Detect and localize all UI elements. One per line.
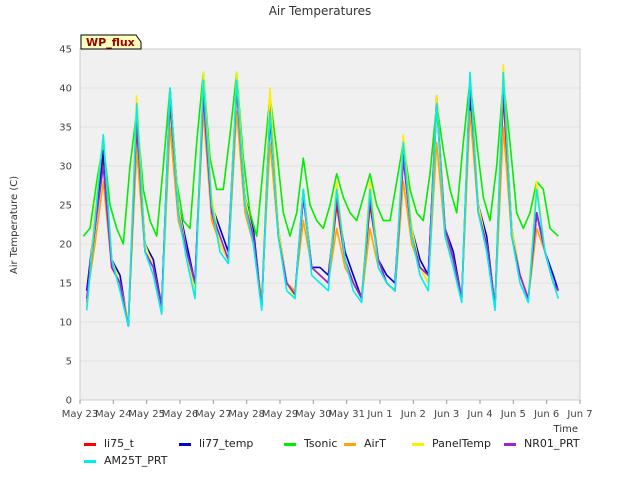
legend-label: li75_t (104, 437, 134, 450)
series-line-tsonic (82, 71, 559, 245)
chart-title: Air Temperatures (269, 4, 372, 18)
y-tick-label: 10 (59, 318, 72, 329)
y-tick-label: 0 (66, 396, 72, 407)
legend-item: li75_t (84, 437, 134, 450)
legend-swatch (84, 442, 96, 446)
y-axis-ticks: 0 5 10 15 20 25 30 35 40 45 (59, 45, 72, 407)
y-tick-label: 45 (59, 45, 72, 56)
legend-label: NR01_PRT (524, 437, 580, 450)
legend-swatch (284, 442, 296, 446)
legend-item: AirT (344, 437, 386, 450)
x-tick-label: May 29 (262, 409, 299, 420)
y-tick-label: 30 (59, 162, 72, 173)
background-band (80, 49, 580, 88)
x-tick-label: May 25 (128, 409, 165, 420)
x-tick-label: Jun 1 (366, 409, 392, 420)
legend-item: AM25T_PRT (84, 454, 167, 467)
legend-label: PanelTemp (432, 437, 491, 450)
y-tick-label: 40 (59, 84, 72, 95)
badge-label: WP_flux (86, 36, 135, 49)
plot-frame (79, 48, 581, 401)
legend-label: Tsonic (304, 437, 338, 450)
wp-flux-badge: WP_flux (80, 34, 142, 50)
y-axis-label: Air Temperature (C) (9, 176, 20, 274)
legend-item: Tsonic (284, 437, 337, 450)
x-tick-label: May 31 (328, 409, 365, 420)
legend-label: li77_temp (199, 437, 254, 450)
series-line-am25t-prt (85, 71, 560, 327)
legend-item: NR01_PRT (504, 437, 580, 450)
legend-swatch (504, 442, 516, 446)
y-tick-label: 25 (59, 201, 72, 212)
x-tick-label: Jun 6 (533, 409, 559, 420)
legend-swatch (344, 442, 356, 446)
y-tick-label: 15 (59, 279, 72, 290)
x-tick-label: Jun 7 (566, 409, 592, 420)
x-tick-label: May 28 (228, 409, 265, 420)
x-tick-label: Jun 3 (433, 409, 459, 420)
legend-swatch (179, 442, 191, 446)
x-tick-label: May 23 (62, 409, 99, 420)
legend-item: PanelTemp (412, 437, 491, 450)
legend-item: li77_temp (179, 437, 253, 450)
x-tick-label: May 24 (95, 409, 132, 420)
x-axis-label: Time (553, 424, 578, 435)
x-tick-label: Jun 5 (500, 409, 526, 420)
legend-label: AM25T_PRT (104, 454, 168, 467)
legend-label: AirT (364, 437, 386, 450)
x-tick-label: May 30 (295, 409, 332, 420)
y-tick-label: 20 (59, 240, 72, 251)
legend-swatch (412, 442, 424, 446)
x-tick-label: Jun 4 (466, 409, 492, 420)
legend-swatch (84, 459, 96, 463)
y-tick-label: 5 (66, 357, 72, 368)
x-tick-label: Jun 2 (400, 409, 426, 420)
y-tick-label: 35 (59, 123, 72, 134)
x-tick-label: May 27 (195, 409, 232, 420)
series-layer (82, 63, 560, 327)
x-tick-label: May 26 (162, 409, 199, 420)
